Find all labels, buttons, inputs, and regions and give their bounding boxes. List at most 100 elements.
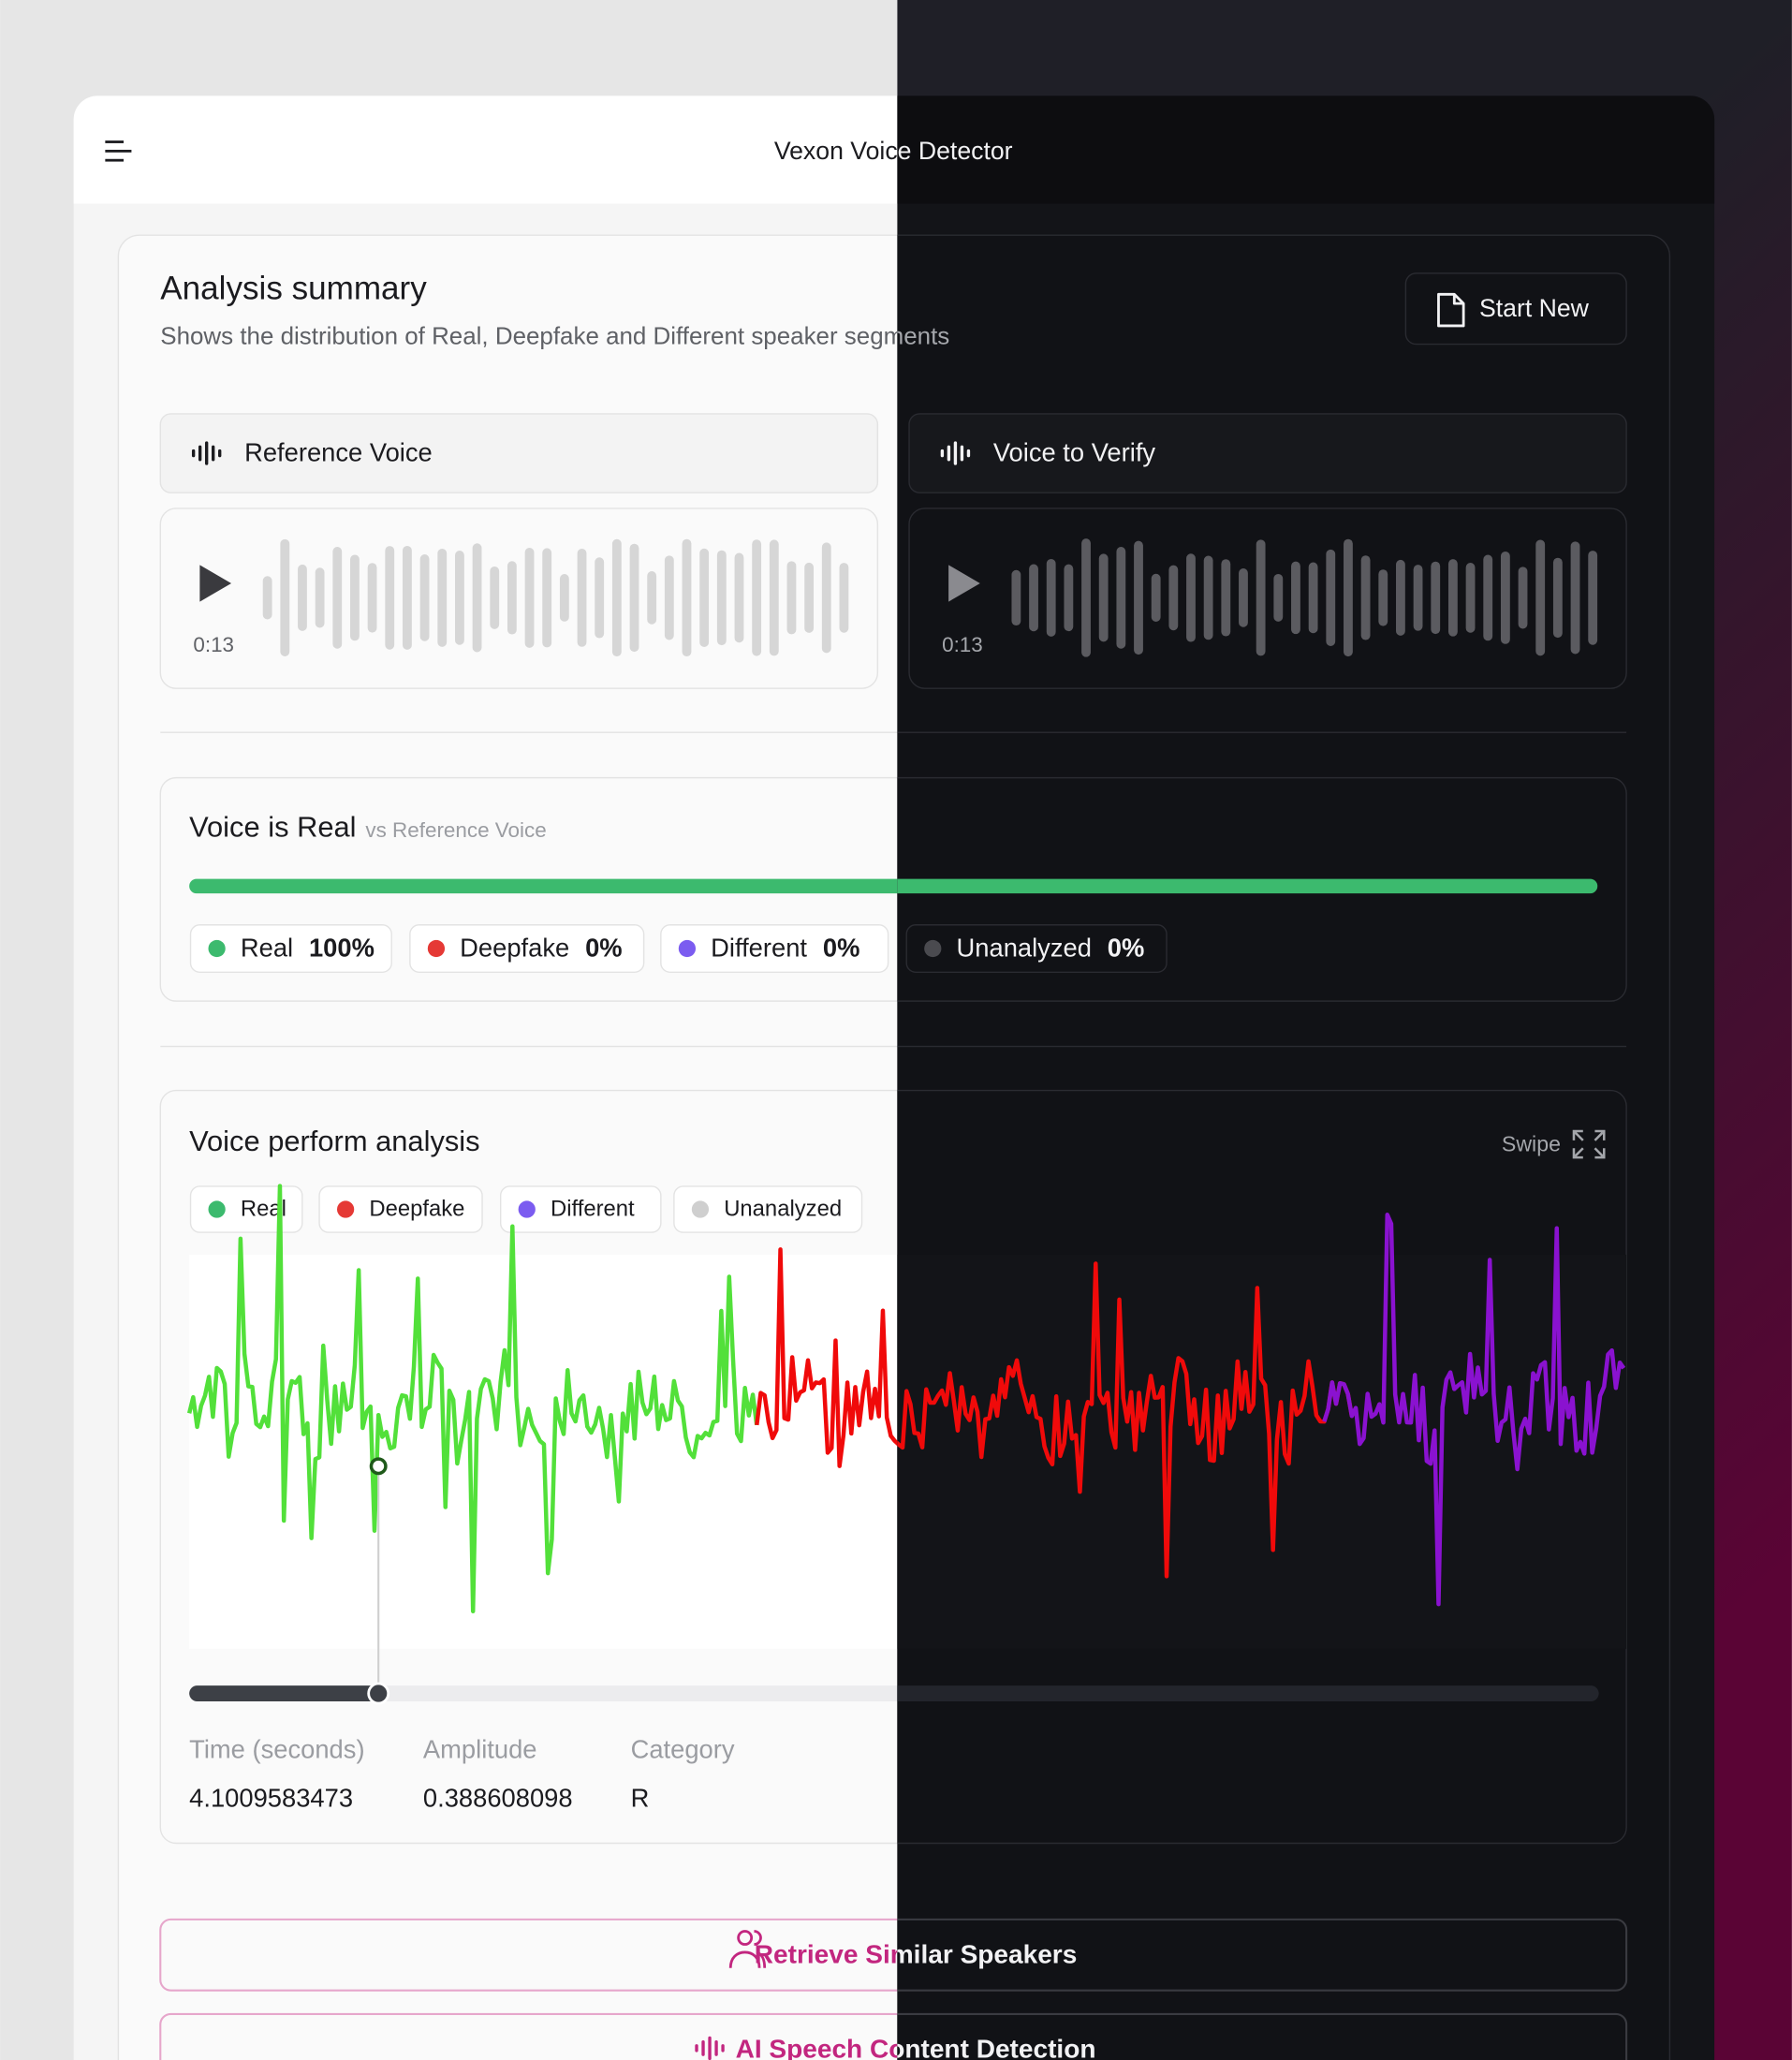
chip-dot <box>924 939 942 958</box>
player-wave-bar <box>1431 561 1441 635</box>
player-wave-bar <box>1098 553 1109 642</box>
menu-icon[interactable] <box>105 158 124 162</box>
legend-dot <box>208 1200 226 1218</box>
icon-bar <box>218 449 222 458</box>
player-wave-bar <box>1186 553 1196 642</box>
readout-label: Amplitude <box>423 1734 537 1763</box>
divider <box>160 731 898 733</box>
player-wave-bar <box>1360 555 1371 640</box>
player-wave-bar <box>752 539 762 656</box>
analysis-title: Voice perform analysis <box>189 1125 479 1157</box>
player-wave-bar <box>1465 563 1476 633</box>
icon-bar <box>198 445 202 462</box>
legend-chip <box>673 1185 863 1233</box>
menu-icon[interactable] <box>105 140 124 143</box>
action-label: Retrieve Similar Speakers <box>755 1940 1078 1969</box>
player-wave-bar <box>577 548 587 647</box>
icon-bar <box>191 449 196 458</box>
chip-name: Real <box>241 934 293 963</box>
player-wave-bar <box>1081 538 1091 657</box>
player-wave-bar <box>1203 555 1213 640</box>
chip-value: 0% <box>585 934 623 963</box>
player-wave-bar <box>559 574 569 622</box>
player-header <box>908 413 1627 493</box>
chart-area <box>897 1254 1627 1649</box>
swipe-label[interactable]: Swipe <box>1502 1132 1561 1156</box>
slider-thumb[interactable] <box>367 1682 390 1705</box>
result-bar <box>897 878 1598 894</box>
action-button[interactable] <box>160 2012 1628 2060</box>
waveform <box>1322 1213 1626 1607</box>
chip-value: 0% <box>1108 934 1145 963</box>
player-wave-bar <box>595 557 605 639</box>
chip-dot <box>678 939 697 958</box>
icon-bar <box>947 445 951 462</box>
legend-dot <box>336 1200 355 1218</box>
player-wave-bar <box>1291 561 1300 635</box>
player-wave-bar <box>1239 568 1248 627</box>
icon-bar <box>204 441 209 465</box>
play-button[interactable] <box>199 565 232 602</box>
action-button[interactable] <box>159 2012 1626 2060</box>
waveform <box>755 1247 898 1468</box>
player-wave-bar <box>1011 569 1021 626</box>
player-wave-bar <box>454 551 464 645</box>
icon-bar <box>714 2039 718 2056</box>
legend-label: Different <box>551 1197 635 1222</box>
player-wave-bar <box>1413 565 1423 631</box>
app-title: Vexon Voice Detector <box>774 137 1013 165</box>
start-new-label: Start New <box>1479 294 1590 322</box>
chip-dot <box>427 939 446 958</box>
app-header <box>897 96 1715 204</box>
icon-bar <box>940 449 945 458</box>
player-wave-bar <box>804 562 815 633</box>
result-subtitle: vs Reference Voice <box>365 818 546 842</box>
play-button[interactable] <box>948 565 980 602</box>
player-wave-bar <box>350 554 360 641</box>
legend-dot <box>691 1200 710 1218</box>
player-wave-bar <box>437 548 448 647</box>
player-wave-bar <box>1256 539 1266 656</box>
player-wave-bar <box>262 576 272 620</box>
icon-bar <box>721 2044 725 2053</box>
action-button[interactable] <box>159 1918 1626 1992</box>
player-wave-bar <box>1326 549 1336 646</box>
player-wave-bar <box>647 571 657 625</box>
divider <box>897 731 1627 733</box>
chip-dot <box>208 939 226 958</box>
player-wave-bar <box>1483 554 1493 641</box>
player-wave-bar <box>1168 565 1179 631</box>
action-button[interactable] <box>160 1918 1628 1992</box>
player-wave-bar <box>315 567 325 628</box>
legend-chip <box>499 1185 662 1233</box>
summary-title: Analysis summary <box>160 270 427 306</box>
player-label: Voice to Verify <box>993 438 1156 467</box>
player-wave-bar <box>1518 566 1528 629</box>
readout-value: R <box>631 1783 650 1812</box>
chip-value: 0% <box>823 934 860 963</box>
player-wave-bar <box>821 542 831 654</box>
icon-bar <box>212 445 215 462</box>
player-wave-bar <box>1378 569 1388 626</box>
player-header <box>159 413 879 493</box>
result-chip <box>189 924 392 973</box>
result-chip <box>905 924 1168 973</box>
player-wave-bar <box>1447 559 1458 637</box>
menu-icon[interactable] <box>105 149 132 153</box>
player-wave-bar <box>1151 573 1161 622</box>
player-wave-bar <box>839 563 849 633</box>
player-wave-bar <box>419 554 430 641</box>
divider <box>160 1045 898 1048</box>
player-label: Reference Voice <box>244 438 433 467</box>
action-label: Retrieve Similar Speakers <box>755 1940 1078 1969</box>
player-wave-bar <box>699 548 710 647</box>
icon-bar <box>701 2039 705 2056</box>
player-wave-bar <box>1570 541 1580 655</box>
chip-name: Deepfake <box>460 934 569 963</box>
player-wave-bar <box>1308 562 1318 634</box>
legend-label: Unanalyzed <box>724 1197 842 1222</box>
readout-label: Category <box>631 1734 735 1763</box>
file-icon <box>1437 292 1465 328</box>
player-wave-bar <box>716 550 727 646</box>
player-wave-bar <box>542 548 552 648</box>
